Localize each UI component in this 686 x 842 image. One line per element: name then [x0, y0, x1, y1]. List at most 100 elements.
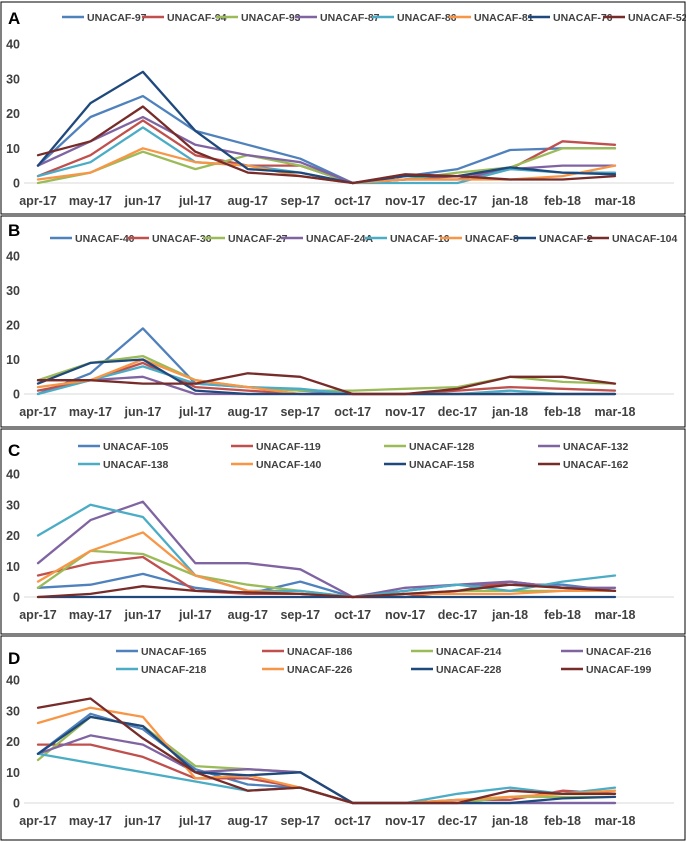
legend-label: UNACAF-76 [553, 12, 613, 24]
x-tick-label: aug-17 [228, 608, 268, 622]
x-tick-label: mar-18 [594, 608, 635, 622]
legend-label: UNACAF-16 [390, 233, 450, 245]
legend-label: UNACAF-132 [563, 441, 629, 453]
y-tick-label: 0 [13, 591, 20, 605]
y-tick-label: 30 [6, 284, 20, 298]
legend-entry: UNACAF-165 [116, 646, 207, 658]
legend-entry: UNACAF-2 [514, 233, 593, 245]
x-tick-label: may-17 [69, 194, 112, 208]
legend-entry: UNACAF-24A [281, 233, 374, 245]
legend-entry: UNACAF-87 [295, 12, 380, 24]
x-tick-label: may-17 [69, 405, 112, 419]
y-tick-label: 10 [6, 353, 20, 367]
series-line-unacaf-138 [36, 503, 617, 599]
x-tick-label: apr-17 [19, 194, 57, 208]
legend-label: UNACAF-158 [409, 459, 475, 471]
legend-entry: UNACAF-138 [78, 459, 169, 471]
legend-entry: UNACAF-86 [372, 12, 457, 24]
y-tick-label: 40 [6, 674, 20, 688]
legend-entry: UNACAF-128 [384, 441, 475, 453]
x-tick-label: sep-17 [280, 608, 320, 622]
chart-panel-b: B 0 10 20 30 40 apr-17 may-17 jun-17 jul-17 aug-17… [0, 215, 686, 428]
x-tick-label: apr-17 [19, 814, 57, 828]
y-tick-label: 20 [6, 107, 20, 121]
legend-entry: UNACAF-104 [587, 233, 678, 245]
x-tick-label: aug-17 [228, 814, 268, 828]
x-tick-label: jun-17 [123, 405, 161, 419]
y-tick-label: 0 [13, 388, 20, 402]
legend-entry: UNACAF-36 [127, 233, 212, 245]
y-tick-label: 40 [6, 38, 20, 52]
x-tick-label: nov-17 [385, 405, 425, 419]
legend-label: UNACAF-186 [287, 646, 353, 658]
y-tick-label: 0 [13, 177, 20, 191]
legend-label: UNACAF-93 [241, 12, 301, 24]
legend-entry: UNACAF-226 [262, 664, 353, 676]
legend-label: UNACAF-97 [87, 12, 147, 24]
x-tick-label: dec-17 [438, 194, 478, 208]
panel-letter: C [8, 441, 20, 460]
series-line-unacaf-16 [36, 365, 617, 396]
x-tick-label: nov-17 [385, 194, 425, 208]
x-tick-label: aug-17 [228, 194, 268, 208]
x-tick-label: feb-18 [544, 814, 581, 828]
legend-entry: UNACAF-81 [449, 12, 534, 24]
y-tick-label: 10 [6, 766, 20, 780]
legend-label: UNACAF-87 [320, 12, 380, 24]
y-tick-label: 30 [6, 498, 20, 512]
legend-label: UNACAF-105 [103, 441, 169, 453]
legend-entry: UNACAF-94 [142, 12, 227, 24]
x-tick-label: jan-18 [491, 814, 528, 828]
x-tick-label: dec-17 [438, 814, 478, 828]
x-tick-label: may-17 [69, 608, 112, 622]
panel-letter: B [8, 221, 20, 240]
legend-entry: UNACAF-16 [365, 233, 450, 245]
x-tick-label: feb-18 [544, 608, 581, 622]
x-tick-label: mar-18 [594, 814, 635, 828]
legend-entry: UNACAF-158 [384, 459, 475, 471]
legend-label: UNACAF-2 [539, 233, 593, 245]
legend-label: UNACAF-214 [436, 646, 502, 658]
legend-label: UNACAF-216 [586, 646, 652, 658]
series-line-unacaf-93 [36, 147, 617, 185]
x-tick-label: jul-17 [178, 405, 212, 419]
x-tick-label: jul-17 [178, 608, 212, 622]
panel-letter: A [8, 9, 20, 28]
legend-label: UNACAF-36 [152, 233, 212, 245]
x-tick-label: oct-17 [334, 405, 371, 419]
legend-entry: UNACAF-8 [440, 233, 519, 245]
x-tick-label: oct-17 [334, 814, 371, 828]
legend-entry: UNACAF-216 [561, 646, 652, 658]
legend-entry: UNACAF-218 [116, 664, 207, 676]
x-tick-label: jun-17 [123, 194, 161, 208]
y-tick-label: 30 [6, 72, 20, 86]
x-tick-label: apr-17 [19, 405, 57, 419]
series-line-unacaf-76 [36, 70, 617, 185]
x-tick-label: oct-17 [334, 608, 371, 622]
x-tick-label: nov-17 [385, 814, 425, 828]
x-tick-label: mar-18 [594, 194, 635, 208]
legend-label: UNACAF-52 [628, 12, 686, 24]
legend-label: UNACAF-128 [409, 441, 475, 453]
series-line-unacaf-132 [36, 500, 617, 599]
legend-label: UNACAF-228 [436, 664, 502, 676]
x-tick-label: sep-17 [280, 814, 320, 828]
panel-frame [0, 428, 686, 635]
legend-label: UNACAF-138 [103, 459, 169, 471]
y-tick-label: 0 [13, 797, 20, 811]
legend-entry: UNACAF-52 [603, 12, 686, 24]
y-tick-label: 20 [6, 319, 20, 333]
legend-entry: UNACAF-97 [62, 12, 147, 24]
chart-panel-d: D 0 10 20 30 40 apr-17 may-17 jun-17 jul-17 aug-17… [0, 635, 686, 841]
legend-label: UNACAF-27 [228, 233, 288, 245]
x-tick-label: jan-18 [491, 608, 528, 622]
legend-label: UNACAF-218 [141, 664, 207, 676]
legend-label: UNACAF-24A [306, 233, 374, 245]
legend-entry: UNACAF-76 [528, 12, 613, 24]
y-tick-label: 40 [6, 250, 20, 264]
x-tick-label: jan-18 [491, 194, 528, 208]
x-tick-label: jun-17 [123, 608, 161, 622]
panel-frame [0, 215, 686, 428]
legend-entry: UNACAF-27 [203, 233, 288, 245]
